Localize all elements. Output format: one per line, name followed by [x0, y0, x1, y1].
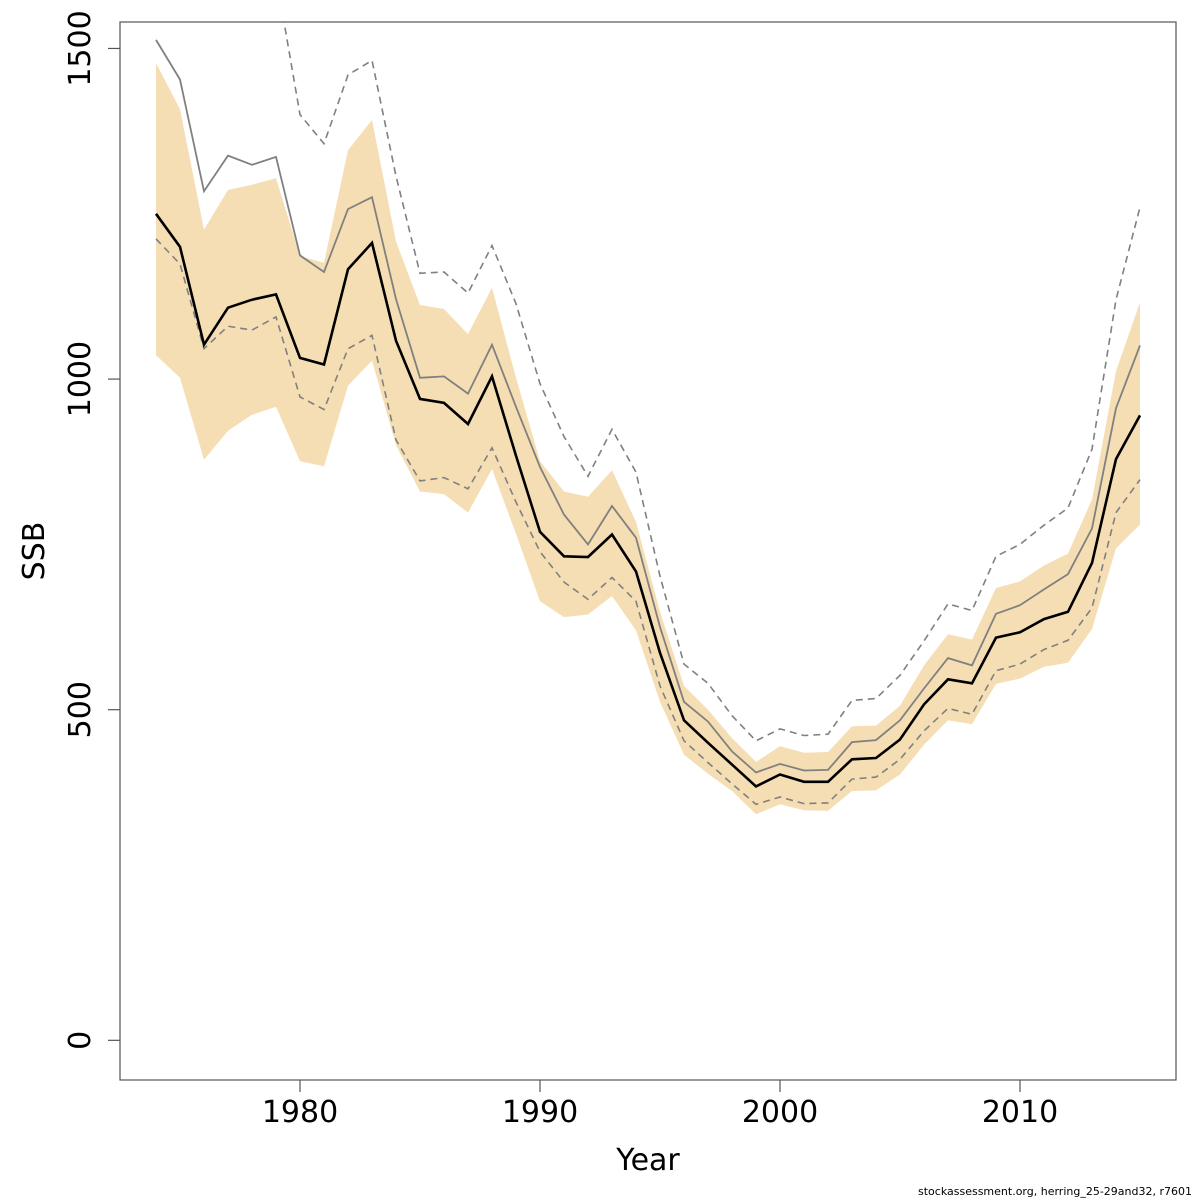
- x-tick-label: 2000: [742, 1095, 818, 1130]
- y-tick-label: 0: [63, 1031, 98, 1050]
- comparison-upper-ci-line: [283, 22, 1141, 742]
- y-axis: 0 500 1000 1500: [63, 10, 120, 1050]
- x-tick-label: 1990: [502, 1095, 578, 1130]
- y-tick-label: 1500: [63, 10, 98, 86]
- x-tick-label: 2010: [982, 1095, 1058, 1130]
- y-axis-title: SSB: [17, 522, 52, 581]
- x-axis: 1980 1990 2000 2010: [262, 1080, 1058, 1130]
- plot-area: [154, 22, 1142, 815]
- x-axis-title: Year: [615, 1143, 680, 1178]
- x-tick-label: 1980: [262, 1095, 338, 1130]
- y-tick-label: 1000: [63, 341, 98, 417]
- plot-frame: [119, 21, 1177, 1081]
- y-tick-label: 500: [63, 681, 98, 738]
- footer-credit: stockassessment.org, herring_25-29and32,…: [918, 1185, 1192, 1198]
- estimate-confidence-band: [156, 63, 1140, 815]
- comparison-lower-ci-line: [155, 238, 1141, 806]
- comparison-estimate-line: [155, 39, 1141, 774]
- estimate-line: [154, 213, 1142, 788]
